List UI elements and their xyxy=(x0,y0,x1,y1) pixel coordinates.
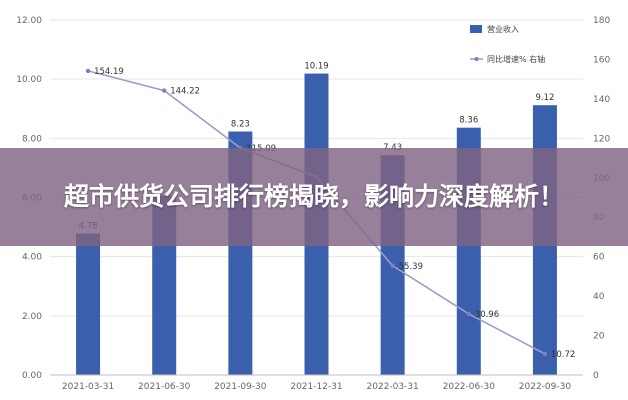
bar-data-label: 8.23 xyxy=(231,120,250,130)
bar-data-label: 8.36 xyxy=(459,116,478,126)
right-tick-label: 180 xyxy=(593,16,610,26)
right-tick-label: 120 xyxy=(593,134,610,144)
x-tick-label: 2021-12-31 xyxy=(290,382,342,392)
bar-data-label: 9.12 xyxy=(535,93,554,103)
x-tick-label: 2021-06-30 xyxy=(138,382,191,392)
x-axis: 2021-03-31 2021-06-30 2021-09-30 2021-12-31… xyxy=(50,374,583,392)
line-point xyxy=(162,88,167,93)
line-data-label: 30.96 xyxy=(475,310,499,320)
line-data-label: 144.22 xyxy=(170,87,200,97)
left-tick-label: 0.00 xyxy=(22,371,42,381)
line-data-label: 10.72 xyxy=(551,350,575,360)
left-tick-label: 4.00 xyxy=(22,253,42,263)
left-tick-label: 2.00 xyxy=(22,312,42,322)
right-tick-label: 20 xyxy=(593,332,605,342)
line-point xyxy=(542,351,548,357)
bar-data-label: 10.19 xyxy=(304,62,328,72)
legend-line-marker xyxy=(474,57,479,61)
x-tick-label: 2022-06-30 xyxy=(443,382,496,392)
line-point xyxy=(466,311,471,317)
right-tick-label: 140 xyxy=(593,95,610,105)
left-tick-label: 8.00 xyxy=(22,134,42,144)
legend: 营业收入 同比增速% 右轴 xyxy=(470,24,545,64)
headline-title: 超市供货公司排行榜揭晓，影响力深度解析！ xyxy=(63,182,564,211)
x-tick-label: 2021-09-30 xyxy=(214,382,267,392)
line-point xyxy=(85,68,91,74)
line-data-label: 55.39 xyxy=(399,262,423,272)
bar xyxy=(76,233,101,375)
legend-bar-swatch xyxy=(470,25,482,33)
line-point xyxy=(390,263,395,268)
headline-banner: 超市供货公司排行榜揭晓，影响力深度解析！ xyxy=(0,148,628,246)
left-tick-label: 12.00 xyxy=(16,16,42,26)
right-tick-label: 40 xyxy=(593,292,605,302)
left-tick-label: 10.00 xyxy=(16,75,42,85)
right-tick-label: 0 xyxy=(593,371,599,381)
line-data-label: 154.19 xyxy=(94,67,124,77)
right-tick-label: 160 xyxy=(593,55,610,65)
legend-line-label: 同比增速% 右轴 xyxy=(487,54,545,64)
legend-bar-label: 营业收入 xyxy=(487,24,519,34)
right-tick-label: 60 xyxy=(593,253,605,263)
x-tick-label: 2021-03-31 xyxy=(62,382,114,392)
x-tick-label: 2022-03-31 xyxy=(366,382,418,392)
x-tick-label: 2022-09-30 xyxy=(519,382,572,392)
